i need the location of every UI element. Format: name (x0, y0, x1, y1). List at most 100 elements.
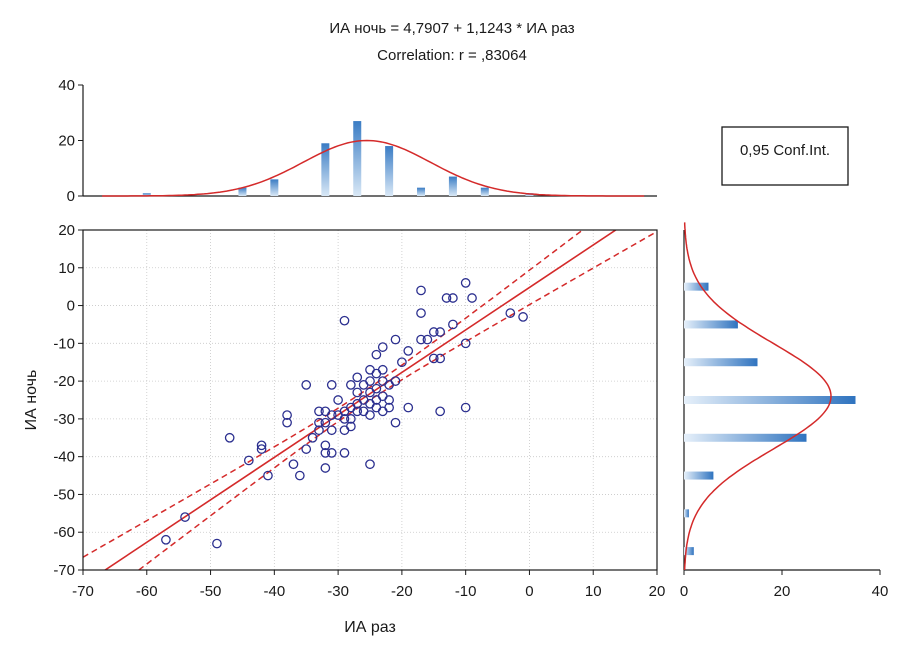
data-point (326, 410, 337, 420)
data-point (377, 342, 388, 352)
data-point (428, 353, 439, 364)
data-point (320, 448, 331, 458)
x-tick-label: 0 (525, 583, 533, 600)
data-point (377, 391, 388, 402)
data-point (314, 417, 324, 428)
data-point (294, 470, 305, 481)
data-point (301, 444, 312, 454)
confidence-band-lower (137, 230, 657, 570)
data-point (282, 410, 292, 420)
data-point (346, 414, 356, 424)
data-point (358, 380, 369, 390)
y-tick-label: -10 (53, 335, 75, 352)
data-point (339, 315, 350, 326)
data-point (448, 319, 458, 330)
confidence-legend-label: 0,95 Conf.Int. (740, 142, 830, 159)
confidence-legend-box: 0,95 Conf.Int. (721, 126, 849, 186)
x-histogram-bar (321, 143, 330, 196)
data-point (256, 440, 267, 451)
y-histogram-panel: 0 20 40 (680, 222, 889, 600)
data-point (460, 402, 471, 413)
data-point (346, 380, 356, 390)
data-point (377, 406, 388, 417)
data-point (243, 455, 254, 466)
data-point (467, 293, 477, 303)
data-point (352, 372, 363, 383)
scatter-frame (82, 229, 658, 571)
y-tick-label: 0 (67, 298, 75, 315)
data-point (384, 402, 394, 413)
data-point (256, 444, 267, 454)
x-axis-label: ИА раз (344, 619, 396, 636)
data-point (448, 293, 458, 303)
data-point (263, 470, 273, 481)
y-tick-label: -40 (53, 449, 75, 466)
x-tick-label: -40 (263, 583, 285, 600)
data-point (288, 459, 299, 470)
y-histogram-bar (684, 358, 758, 367)
x-histogram-bar (270, 179, 279, 196)
x-tick-label: 10 (585, 583, 602, 600)
data-point (397, 357, 407, 368)
data-point (377, 364, 388, 375)
data-point (320, 463, 331, 473)
y-tick-label: -60 (53, 524, 75, 541)
data-point (365, 410, 375, 420)
data-point (365, 364, 375, 375)
data-point (346, 421, 356, 432)
data-point (212, 538, 222, 549)
data-point (320, 406, 331, 417)
y-histogram-bar (684, 282, 709, 291)
x-histogram-bar (353, 121, 362, 196)
data-point (326, 380, 337, 390)
x-histogram-bar (417, 187, 426, 196)
data-point (307, 432, 318, 443)
data-point (422, 334, 433, 345)
y-histogram-bar (684, 471, 714, 480)
data-point (416, 285, 426, 296)
x-tick-label: -10 (455, 583, 477, 600)
y-histogram-bar (684, 547, 694, 556)
y-tick-label: 10 (58, 260, 75, 277)
data-point (371, 383, 382, 394)
y-normal-curve (683, 222, 832, 570)
data-point (314, 406, 324, 417)
data-point (301, 380, 312, 390)
x-histogram-bar (238, 187, 247, 196)
chart-subtitle: Correlation: r = ,83064 (377, 47, 527, 64)
y-histogram-tick-label: 20 (774, 583, 791, 600)
data-point (365, 459, 375, 470)
x-histogram-bar (142, 193, 151, 196)
x-tick-label: 20 (649, 583, 666, 600)
x-normal-curve (102, 139, 645, 197)
data-point (339, 448, 350, 458)
x-tick-label: -50 (200, 583, 222, 600)
data-point (435, 406, 446, 417)
y-histogram-tick-label: 40 (872, 583, 889, 600)
data-point (518, 312, 528, 322)
data-point (339, 425, 350, 436)
data-point (435, 353, 446, 364)
x-histogram-tick-label: 40 (58, 77, 75, 94)
y-histogram-bar (684, 320, 738, 329)
x-tick-label: -60 (136, 583, 158, 600)
y-histogram-bar (684, 433, 807, 442)
data-point (326, 448, 337, 458)
data-point (333, 395, 343, 405)
data-point (365, 376, 375, 386)
data-point (460, 338, 471, 349)
y-histogram-bar (684, 396, 856, 404)
data-point (314, 425, 324, 436)
data-point (428, 327, 439, 337)
data-point (180, 512, 190, 522)
y-histogram-tick-label: 0 (680, 583, 688, 600)
x-histogram-bar (385, 146, 394, 196)
data-point (282, 417, 292, 428)
x-tick-label: -30 (327, 583, 349, 600)
y-tick-label: -20 (53, 373, 75, 390)
y-histogram-bar (684, 509, 689, 518)
x-histogram-tick-label: 0 (67, 188, 75, 205)
data-point (384, 380, 394, 390)
data-point (384, 395, 394, 405)
x-histogram-bar (448, 176, 457, 196)
